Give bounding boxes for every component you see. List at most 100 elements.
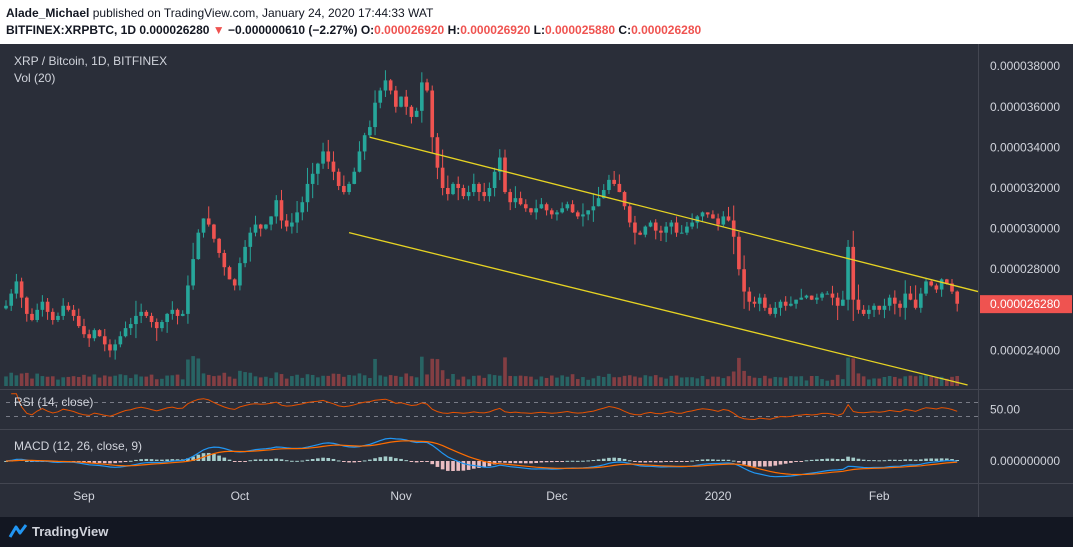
macd-histogram-bar (612, 457, 616, 461)
macd-histogram-bar (669, 461, 674, 462)
candle-body (919, 293, 923, 308)
volume-bar (929, 376, 934, 386)
candle-body (508, 192, 513, 203)
volume-bar (794, 376, 798, 386)
volume-bar (123, 375, 128, 386)
volume-bar (139, 376, 143, 386)
volume-bar (227, 376, 232, 386)
candle-body (409, 106, 414, 117)
macd-histogram-bar (534, 461, 539, 464)
candle-body (664, 226, 668, 233)
tradingview-logo-icon (8, 524, 28, 538)
time-tick-label: 2020 (705, 489, 732, 503)
candle-body (711, 214, 715, 219)
candle-body (924, 281, 928, 294)
volume-bar (243, 372, 247, 386)
volume-bar (705, 379, 710, 386)
volume-bar (118, 374, 123, 386)
macd-histogram-bar (638, 461, 642, 463)
volume-bar (134, 374, 138, 386)
macd-histogram-bar (87, 461, 91, 464)
volume-bar (258, 377, 263, 386)
volume-bar (882, 376, 887, 386)
volume-bar (165, 375, 169, 386)
candle-body (841, 299, 845, 306)
volume-bar (383, 376, 388, 386)
volume-bar (830, 379, 835, 386)
volume-bar (61, 377, 65, 386)
macd-histogram-bar (238, 461, 242, 462)
volume-bar (503, 357, 507, 386)
macd-histogram-bar (357, 461, 362, 462)
volume-bar (497, 375, 502, 386)
candle-body (227, 267, 232, 280)
chart-canvas[interactable]: 0.000038000 0.000036000 0.000034000 0.00003… (0, 44, 1073, 517)
volume-bar (586, 379, 590, 386)
candle-body (232, 279, 237, 286)
tradingview-brand[interactable]: TradingView (32, 524, 109, 539)
volume-bar (549, 375, 554, 386)
volume-bar (71, 376, 76, 386)
candle-body (731, 220, 736, 237)
macd-histogram-bar (456, 461, 461, 471)
macd-histogram-bar (721, 459, 726, 461)
volume-bar (591, 378, 596, 386)
candle-body (851, 246, 856, 300)
candle-body (690, 222, 694, 227)
candle-body (66, 305, 71, 310)
macd-histogram-bar (118, 461, 123, 463)
volume-bar (856, 373, 861, 386)
candle-body (653, 222, 658, 231)
volume-bar (763, 375, 767, 386)
macd-histogram-bar (435, 461, 440, 467)
volume-bar (420, 356, 424, 386)
candle-body (108, 344, 112, 351)
candle-body (799, 297, 804, 300)
macd-histogram-bar (627, 460, 632, 462)
candle-body (674, 222, 679, 233)
candle-body (295, 212, 299, 223)
candle-body (248, 232, 253, 247)
time-tick-label: Sep (73, 489, 95, 503)
volume-bar (180, 379, 185, 386)
candle-body (638, 232, 642, 235)
candle-body (575, 212, 580, 217)
macd-histogram-bar (591, 460, 596, 462)
macd-histogram-bar (877, 460, 882, 462)
candle-body (565, 204, 570, 209)
candle-body (118, 336, 123, 345)
candle-body (581, 214, 585, 217)
candle-body (196, 232, 201, 260)
candle-body (737, 236, 741, 270)
candle-body (809, 295, 814, 300)
volume-bar (321, 375, 325, 386)
volume-bar (466, 379, 471, 386)
candle-body (773, 307, 778, 314)
macd-histogram-bar (815, 459, 819, 461)
macd-histogram-bar (383, 456, 388, 461)
candle-body (523, 204, 528, 209)
candle-body (492, 171, 497, 188)
volume-bar (513, 376, 518, 386)
volume-bar (539, 376, 544, 386)
candle-body (336, 171, 341, 186)
candle-body (279, 200, 284, 221)
chart-area[interactable]: 0.000038000 0.000036000 0.000034000 0.00003… (0, 44, 1073, 517)
macd-histogram-bar (773, 461, 778, 466)
macd-histogram-bar (24, 460, 29, 462)
volume-legend: Vol (20) (14, 71, 56, 85)
volume-bar (700, 375, 705, 386)
volume-bar (45, 376, 50, 386)
macd-histogram-bar (898, 459, 902, 461)
volume-bar (747, 375, 752, 386)
candle-body (466, 192, 471, 197)
candle-body (705, 212, 710, 215)
volume-bar (601, 376, 606, 386)
author-name[interactable]: Alade_Michael (6, 6, 90, 20)
volume-bar (633, 376, 637, 386)
macd-histogram-bar (768, 461, 772, 467)
macd-histogram-bar (867, 460, 871, 462)
macd-histogram-bar (477, 461, 481, 468)
macd-histogram-bar (523, 461, 528, 464)
macd-histogram-bar (310, 459, 315, 461)
